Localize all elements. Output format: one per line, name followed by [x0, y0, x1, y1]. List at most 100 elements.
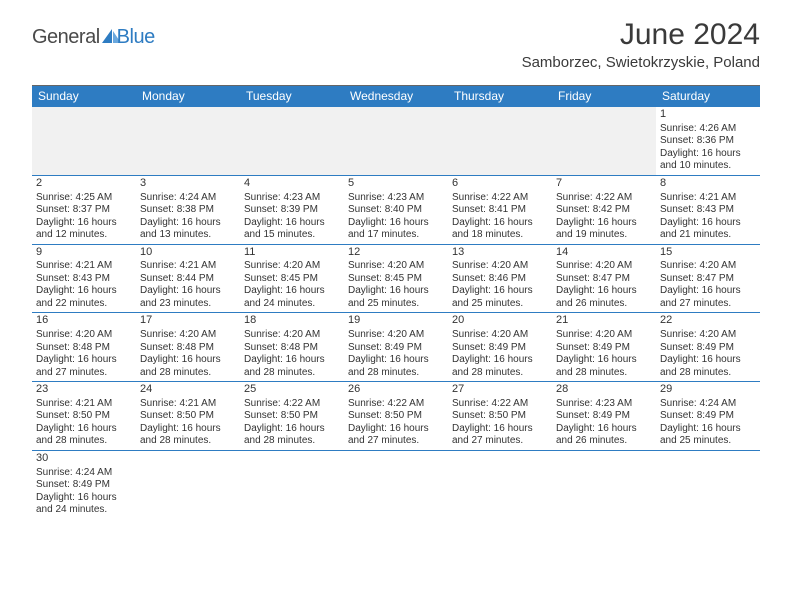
sunset-text: Sunset: 8:40 PM: [348, 204, 444, 217]
day-number: 24: [140, 383, 236, 397]
calendar-cell-blank: [240, 451, 344, 519]
daylight-text: Daylight: 16 hours and 28 minutes.: [244, 354, 340, 379]
calendar-cell: 1Sunrise: 4:26 AMSunset: 8:36 PMDaylight…: [656, 107, 760, 175]
calendar-cell: 12Sunrise: 4:20 AMSunset: 8:45 PMDayligh…: [344, 245, 448, 313]
sunset-text: Sunset: 8:49 PM: [36, 479, 132, 492]
sunrise-text: Sunrise: 4:23 AM: [244, 192, 340, 205]
sunset-text: Sunset: 8:49 PM: [660, 410, 756, 423]
day-number: 30: [36, 452, 132, 466]
calendar-cell: 27Sunrise: 4:22 AMSunset: 8:50 PMDayligh…: [448, 382, 552, 450]
daylight-text: Daylight: 16 hours and 24 minutes.: [244, 285, 340, 310]
day-number: 11: [244, 246, 340, 260]
logo-text-general: General: [32, 26, 100, 49]
day-header: Tuesday: [240, 86, 344, 107]
sunrise-text: Sunrise: 4:21 AM: [36, 398, 132, 411]
sunset-text: Sunset: 8:49 PM: [452, 342, 548, 355]
calendar-cell-blank: [448, 107, 552, 175]
daylight-text: Daylight: 16 hours and 15 minutes.: [244, 217, 340, 242]
calendar-cell: 30Sunrise: 4:24 AMSunset: 8:49 PMDayligh…: [32, 451, 136, 519]
sunrise-text: Sunrise: 4:21 AM: [36, 260, 132, 273]
daylight-text: Daylight: 16 hours and 26 minutes.: [556, 423, 652, 448]
calendar-row: 2Sunrise: 4:25 AMSunset: 8:37 PMDaylight…: [32, 176, 760, 245]
sunset-text: Sunset: 8:50 PM: [140, 410, 236, 423]
day-number: 22: [660, 314, 756, 328]
day-number: 14: [556, 246, 652, 260]
calendar-cell-blank: [448, 451, 552, 519]
page-header: General Blue June 2024 Samborzec, Swieto…: [0, 0, 792, 79]
daylight-text: Daylight: 16 hours and 28 minutes.: [36, 423, 132, 448]
logo-text-blue: Blue: [117, 26, 155, 49]
daylight-text: Daylight: 16 hours and 27 minutes.: [348, 423, 444, 448]
sunrise-text: Sunrise: 4:24 AM: [660, 398, 756, 411]
calendar-cell: 19Sunrise: 4:20 AMSunset: 8:49 PMDayligh…: [344, 313, 448, 381]
day-number: 1: [660, 108, 756, 122]
daylight-text: Daylight: 16 hours and 27 minutes.: [452, 423, 548, 448]
calendar-cell-blank: [136, 451, 240, 519]
sunrise-text: Sunrise: 4:20 AM: [660, 329, 756, 342]
sunset-text: Sunset: 8:43 PM: [660, 204, 756, 217]
calendar-body: 1Sunrise: 4:26 AMSunset: 8:36 PMDaylight…: [32, 107, 760, 519]
sunrise-text: Sunrise: 4:21 AM: [140, 260, 236, 273]
sunrise-text: Sunrise: 4:20 AM: [452, 329, 548, 342]
day-header: Wednesday: [344, 86, 448, 107]
daylight-text: Daylight: 16 hours and 17 minutes.: [348, 217, 444, 242]
daylight-text: Daylight: 16 hours and 25 minutes.: [348, 285, 444, 310]
daylight-text: Daylight: 16 hours and 12 minutes.: [36, 217, 132, 242]
sunset-text: Sunset: 8:48 PM: [244, 342, 340, 355]
calendar-cell: 16Sunrise: 4:20 AMSunset: 8:48 PMDayligh…: [32, 313, 136, 381]
logo: General Blue: [32, 26, 155, 49]
sunset-text: Sunset: 8:50 PM: [244, 410, 340, 423]
day-number: 9: [36, 246, 132, 260]
calendar-cell: 28Sunrise: 4:23 AMSunset: 8:49 PMDayligh…: [552, 382, 656, 450]
daylight-text: Daylight: 16 hours and 27 minutes.: [36, 354, 132, 379]
sunset-text: Sunset: 8:47 PM: [556, 273, 652, 286]
calendar-cell: 3Sunrise: 4:24 AMSunset: 8:38 PMDaylight…: [136, 176, 240, 244]
sunrise-text: Sunrise: 4:24 AM: [140, 192, 236, 205]
day-number: 15: [660, 246, 756, 260]
sunset-text: Sunset: 8:46 PM: [452, 273, 548, 286]
sunrise-text: Sunrise: 4:20 AM: [244, 329, 340, 342]
calendar-cell-blank: [32, 107, 136, 175]
calendar-row: 23Sunrise: 4:21 AMSunset: 8:50 PMDayligh…: [32, 382, 760, 451]
calendar-cell: 18Sunrise: 4:20 AMSunset: 8:48 PMDayligh…: [240, 313, 344, 381]
sunset-text: Sunset: 8:50 PM: [348, 410, 444, 423]
sunset-text: Sunset: 8:43 PM: [36, 273, 132, 286]
calendar-cell: 21Sunrise: 4:20 AMSunset: 8:49 PMDayligh…: [552, 313, 656, 381]
calendar-cell: 8Sunrise: 4:21 AMSunset: 8:43 PMDaylight…: [656, 176, 760, 244]
daylight-text: Daylight: 16 hours and 25 minutes.: [452, 285, 548, 310]
location-label: Samborzec, Swietokrzyskie, Poland: [522, 54, 760, 71]
daylight-text: Daylight: 16 hours and 22 minutes.: [36, 285, 132, 310]
calendar-cell: 17Sunrise: 4:20 AMSunset: 8:48 PMDayligh…: [136, 313, 240, 381]
calendar-row: 30Sunrise: 4:24 AMSunset: 8:49 PMDayligh…: [32, 451, 760, 519]
sunrise-text: Sunrise: 4:20 AM: [556, 329, 652, 342]
daylight-text: Daylight: 16 hours and 13 minutes.: [140, 217, 236, 242]
daylight-text: Daylight: 16 hours and 28 minutes.: [660, 354, 756, 379]
calendar: Sunday Monday Tuesday Wednesday Thursday…: [32, 85, 760, 519]
day-number: 26: [348, 383, 444, 397]
daylight-text: Daylight: 16 hours and 21 minutes.: [660, 217, 756, 242]
title-block: June 2024 Samborzec, Swietokrzyskie, Pol…: [522, 18, 760, 71]
sunset-text: Sunset: 8:50 PM: [452, 410, 548, 423]
sunrise-text: Sunrise: 4:20 AM: [244, 260, 340, 273]
sunset-text: Sunset: 8:37 PM: [36, 204, 132, 217]
daylight-text: Daylight: 16 hours and 24 minutes.: [36, 492, 132, 517]
day-number: 23: [36, 383, 132, 397]
calendar-cell-blank: [552, 451, 656, 519]
daylight-text: Daylight: 16 hours and 28 minutes.: [244, 423, 340, 448]
calendar-cell-blank: [344, 451, 448, 519]
day-header: Friday: [552, 86, 656, 107]
day-number: 25: [244, 383, 340, 397]
day-number: 2: [36, 177, 132, 191]
sunrise-text: Sunrise: 4:22 AM: [452, 192, 548, 205]
day-number: 16: [36, 314, 132, 328]
daylight-text: Daylight: 16 hours and 25 minutes.: [660, 423, 756, 448]
day-number: 10: [140, 246, 236, 260]
sunrise-text: Sunrise: 4:20 AM: [660, 260, 756, 273]
sunrise-text: Sunrise: 4:20 AM: [348, 260, 444, 273]
sunrise-text: Sunrise: 4:22 AM: [348, 398, 444, 411]
calendar-cell: 20Sunrise: 4:20 AMSunset: 8:49 PMDayligh…: [448, 313, 552, 381]
sunset-text: Sunset: 8:45 PM: [348, 273, 444, 286]
calendar-row: 1Sunrise: 4:26 AMSunset: 8:36 PMDaylight…: [32, 107, 760, 176]
calendar-cell: 23Sunrise: 4:21 AMSunset: 8:50 PMDayligh…: [32, 382, 136, 450]
daylight-text: Daylight: 16 hours and 28 minutes.: [140, 423, 236, 448]
